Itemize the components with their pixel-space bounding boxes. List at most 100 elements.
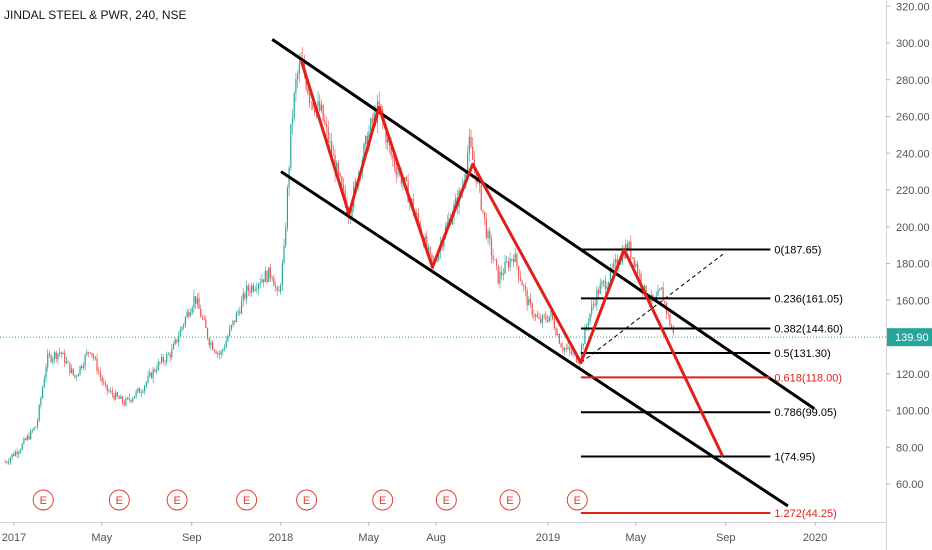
- candle-body: [280, 285, 282, 292]
- candle: [234, 320, 236, 325]
- x-tick-label: 2019: [536, 532, 560, 544]
- candle: [257, 282, 260, 296]
- candle-body: [206, 328, 209, 339]
- candle: [339, 171, 341, 179]
- candle-body: [502, 273, 504, 276]
- candle: [655, 291, 657, 299]
- candle-body: [331, 141, 333, 155]
- candle: [213, 348, 215, 354]
- candle: [586, 323, 588, 332]
- candle: [291, 109, 294, 135]
- candle-body: [506, 261, 508, 263]
- candle-body: [16, 451, 18, 455]
- candle: [191, 305, 193, 316]
- candle-body: [69, 362, 71, 373]
- candle-body: [273, 278, 275, 286]
- candle-body: [48, 353, 51, 356]
- candle-body: [45, 367, 47, 379]
- candle-body: [213, 349, 215, 352]
- candle: [38, 403, 40, 423]
- candle: [212, 340, 214, 351]
- candle: [516, 252, 518, 271]
- candle: [274, 281, 277, 293]
- candle: [497, 265, 499, 285]
- candle-body: [201, 317, 204, 319]
- candle-body: [387, 137, 389, 143]
- candle-body: [312, 102, 314, 109]
- candle-body: [558, 334, 561, 344]
- candle: [492, 248, 494, 264]
- y-tick-label: 100.00: [896, 406, 930, 418]
- candle-body: [671, 325, 673, 330]
- candle-body: [308, 93, 311, 103]
- candle: [329, 132, 331, 150]
- candle-body: [14, 451, 17, 456]
- earnings-marker: E: [236, 489, 258, 511]
- candle: [597, 286, 600, 298]
- zigzag-line: [300, 60, 725, 458]
- candle: [502, 267, 504, 281]
- candle: [45, 363, 47, 383]
- candle: [91, 352, 93, 359]
- candle-body: [363, 143, 365, 160]
- candle: [218, 350, 221, 360]
- candle-body: [164, 361, 166, 363]
- candle: [446, 214, 448, 228]
- candle-body: [342, 185, 345, 190]
- candle-body: [492, 255, 494, 260]
- candle: [23, 436, 25, 445]
- candle-body: [72, 368, 74, 375]
- candle-body: [567, 347, 569, 349]
- y-tick-label: 80.00: [896, 442, 924, 454]
- candle-body: [261, 279, 263, 283]
- candle-body: [591, 305, 593, 314]
- candle-body: [84, 355, 86, 366]
- candle: [657, 284, 659, 296]
- candle-body: [378, 101, 380, 105]
- earnings-marker: E: [435, 489, 457, 511]
- candle: [53, 350, 56, 364]
- candle: [161, 353, 163, 365]
- candle-body: [50, 355, 52, 362]
- y-tick-label: 280.00: [896, 75, 930, 87]
- candle-body: [98, 371, 100, 372]
- candle-body: [307, 88, 309, 94]
- candle-body: [271, 277, 273, 279]
- candle-body: [584, 327, 586, 345]
- candle: [558, 333, 561, 345]
- candle: [103, 377, 105, 386]
- candle: [286, 184, 289, 232]
- candle-body: [557, 334, 559, 336]
- candle: [96, 353, 98, 375]
- candle-body: [65, 361, 68, 364]
- candle: [121, 395, 124, 406]
- candle-body: [225, 340, 227, 348]
- candle-body: [473, 159, 476, 168]
- candle-body: [222, 349, 224, 352]
- candle: [176, 339, 178, 345]
- candle: [545, 310, 547, 323]
- candle: [531, 301, 533, 319]
- y-tick-label: 320.00: [896, 1, 930, 13]
- candle: [111, 386, 113, 398]
- candle: [592, 299, 595, 311]
- candle-body: [149, 372, 151, 376]
- candle-body: [295, 79, 297, 94]
- candle-body: [116, 392, 119, 397]
- candle-body: [638, 273, 640, 275]
- candle: [225, 336, 227, 349]
- earnings-label: E: [40, 495, 47, 507]
- candle-body: [52, 358, 54, 362]
- candle-body: [256, 288, 258, 290]
- candle: [9, 456, 11, 466]
- candle: [249, 285, 251, 297]
- candle: [485, 212, 487, 240]
- candle-body: [254, 289, 256, 291]
- candle-body: [110, 390, 112, 392]
- candle-body: [526, 290, 528, 306]
- candle-body: [337, 162, 340, 173]
- candle: [227, 333, 229, 343]
- candle: [220, 349, 222, 359]
- candle-body: [142, 391, 144, 393]
